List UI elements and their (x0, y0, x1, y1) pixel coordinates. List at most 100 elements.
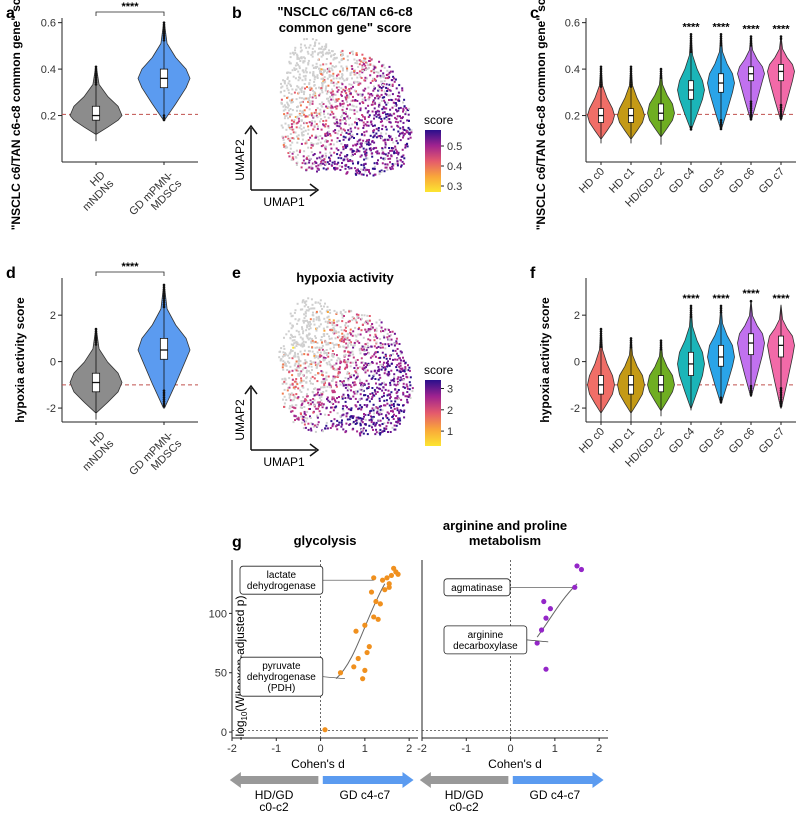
panel-e-umap-cell (355, 364, 358, 367)
panel-e-umap-cell (331, 425, 334, 428)
panel-b-umap-cell (290, 101, 293, 104)
panel-c-outlier-6 (779, 108, 783, 111)
panel-b-umap-cell (363, 96, 366, 99)
panel-e-umap-cell (382, 386, 385, 389)
panel-b-umap-cell (374, 110, 377, 113)
panel-b-umap-cell (357, 149, 360, 152)
panel-b-umap-cell (378, 103, 381, 106)
panel-e-umap-cell (389, 357, 391, 360)
panel-b-title-line2: common gene" score (279, 20, 412, 35)
panel-b-umap-cell (283, 113, 286, 116)
panel-e-umap-cell (376, 411, 378, 414)
panel-b-umap-cell (354, 121, 356, 124)
panel-e-umap-cell (368, 400, 371, 403)
panel-e-umap-cell (323, 386, 326, 389)
panel-a-y-tick-label: 0.6 (41, 18, 56, 30)
panel-e-umap-cell (335, 313, 338, 315)
panel-e-umap-cell (333, 353, 335, 356)
panel-e-umap-cell (305, 309, 308, 312)
panel-b-umap-cell (385, 93, 388, 96)
panel-b-umap-cell (398, 95, 401, 98)
panel-b-umap-cell (387, 138, 390, 141)
panel-b-colorbar-tick-label: 0.3 (447, 181, 462, 193)
panel-b-umap-cell (303, 150, 306, 153)
panel-e-umap-cell (345, 336, 348, 339)
panel-e-umap-cell (307, 402, 310, 404)
panel-e-umap-cell (290, 410, 293, 413)
panel-b-umap-cell (342, 88, 345, 91)
panel-b-umap-cell (319, 71, 322, 74)
panel-b-umap-cell (357, 118, 360, 120)
panel-b-umap-cell (317, 53, 319, 56)
panel-b-umap-cell (351, 151, 354, 154)
panel-b-umap-cell (376, 94, 379, 97)
panel-e-umap-cell (302, 340, 305, 343)
panel-c-outlier-1 (629, 67, 633, 71)
panel-b-umap-cell (352, 105, 355, 108)
panel-e-umap-cell (295, 329, 298, 332)
panel-b-umap-cell (361, 114, 364, 116)
panel-b-umap-cell (320, 51, 323, 54)
panel-e-umap-cell (372, 428, 374, 431)
panel-b-umap-cell (305, 156, 308, 159)
panel-b-umap-cell (353, 112, 356, 115)
panel-e-umap-cell (373, 389, 376, 392)
panel-g-glycolysis-y-tick-label: 100 (209, 608, 227, 620)
panel-b-umap-cell (307, 125, 310, 128)
panel-b-umap-cell (371, 155, 374, 158)
panel-e-umap-cell (322, 404, 324, 407)
panel-b-umap-cell (370, 70, 373, 73)
panel-b-umap-cell (397, 130, 400, 133)
panel-b-umap-cell (322, 159, 325, 162)
panel-e-umap-cell (307, 338, 310, 341)
panel-b-umap-cell (379, 76, 382, 79)
panel-e-umap-cell (299, 350, 302, 353)
panel-c-box-2 (658, 103, 664, 121)
panel-e-umap-cell (354, 361, 357, 364)
panel-e-umap-cell (360, 317, 363, 320)
panel-e-umap-cell (310, 422, 313, 425)
panel-e-umap-cell (337, 401, 340, 404)
panel-e-umap-cell (386, 394, 389, 397)
panel-b-umap-cell (336, 121, 338, 124)
panel-b-umap-cell (394, 145, 397, 148)
panel-g-glycolysis-point (362, 667, 368, 673)
panel-e-umap-cell (303, 313, 306, 316)
panel-f-outlier-5 (749, 391, 753, 394)
panel-b-umap-cell (363, 163, 366, 166)
panel-d-outlier-1 (162, 285, 166, 289)
panel-b-umap-cell (397, 98, 400, 101)
panel-b-umap-cell (283, 89, 286, 92)
panel-e-umap-cell (283, 395, 286, 398)
panel-e-umap-cell (295, 345, 298, 347)
panel-b-umap-cell (380, 118, 383, 120)
panel-b-umap-cell (356, 80, 359, 83)
panel-f-box-6 (778, 335, 784, 358)
panel-e-umap-cell (335, 343, 337, 346)
panel-b-umap-cell (306, 158, 309, 160)
panel-e-umap-cell (328, 382, 331, 385)
panel-e-umap-cell (339, 383, 342, 386)
panel-g-arginine-arrow-right-label: GD c4-c7 (530, 788, 581, 802)
panel-b-umap-cell (381, 124, 384, 127)
panel-b-umap-cell (312, 128, 315, 131)
panel-e-umap-cell (364, 394, 367, 397)
panel-f-outlier-6 (779, 404, 783, 408)
panel-b-umap-cell (324, 69, 327, 72)
panel-e-umap-cell (368, 419, 371, 422)
panel-b-umap-cell (369, 134, 372, 137)
panel-b-umap-cell (354, 143, 357, 146)
panel-e-umap-cell (389, 397, 391, 400)
panel-b-umap-cell (286, 135, 289, 138)
panel-b-umap-cell (320, 47, 323, 50)
panel-e-umap-cell (376, 337, 379, 340)
panel-b-umap-cell (318, 67, 321, 70)
panel-e-umap-cell (367, 328, 370, 330)
panel-g-glycolysis-point (379, 577, 386, 583)
panel-e-umap-cell (321, 348, 324, 351)
panel-e-umap-cell (372, 415, 375, 418)
panel-e-umap-cell (289, 383, 292, 386)
panel-e-umap-cell (345, 422, 348, 425)
panel-b-umap-cell (371, 79, 374, 82)
panel-b-umap-cell (282, 105, 285, 108)
